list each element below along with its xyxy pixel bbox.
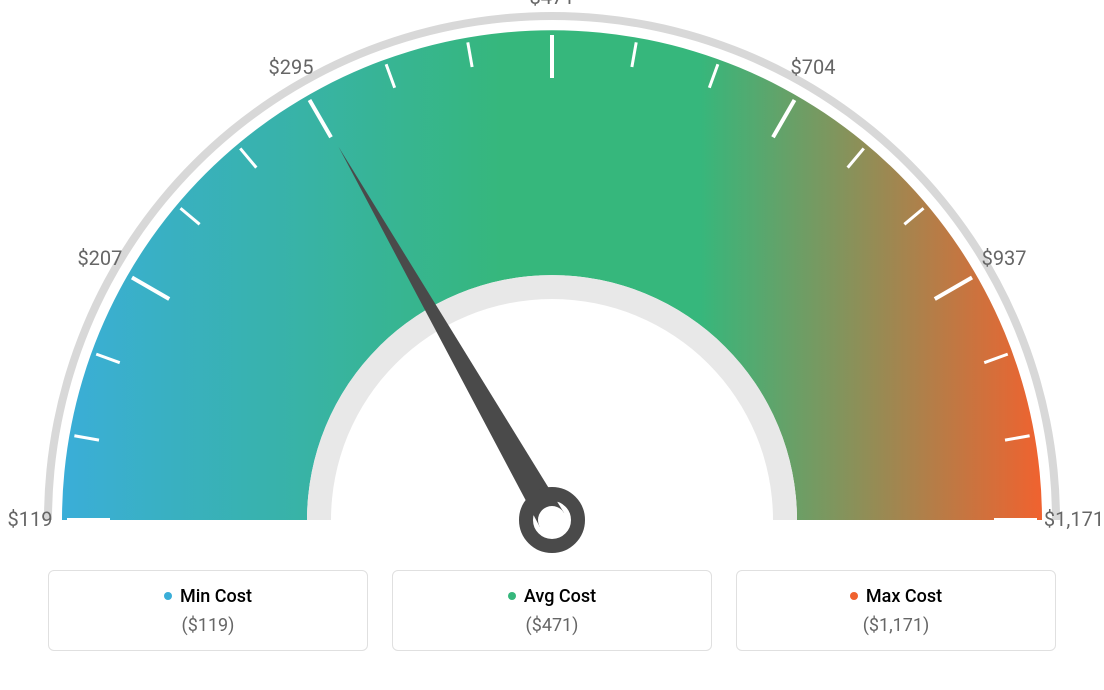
gauge-tick-label: $937 [982,246,1027,270]
legend-dot-min [164,592,172,600]
gauge-svg: $119 $207 $295 $471 $704 $937 $1,171 [0,0,1104,560]
legend-card-min: Min Cost ($119) [48,570,368,651]
legend-label-max: Max Cost [850,586,942,607]
legend-value-min: ($119) [59,615,357,636]
legend-text-max: Max Cost [866,586,942,607]
legend-label-avg: Avg Cost [508,586,596,607]
legend-row: Min Cost ($119) Avg Cost ($471) Max Cost… [0,570,1104,651]
legend-label-min: Min Cost [164,586,252,607]
gauge-tick-label: $1,171 [1044,507,1104,531]
legend-text-avg: Avg Cost [524,586,596,607]
gauge-tick-label: $295 [269,55,314,79]
gauge-needle-hub-inner [538,506,566,534]
legend-value-avg: ($471) [403,615,701,636]
legend-dot-max [850,592,858,600]
gauge-tick-label: $704 [791,55,836,79]
gauge-tick-label: $207 [77,246,122,270]
gauge-container: $119 $207 $295 $471 $704 $937 $1,171 [0,0,1104,560]
legend-dot-avg [508,592,516,600]
legend-card-avg: Avg Cost ($471) [392,570,712,651]
gauge-tick-label: $471 [530,0,575,9]
gauge-tick-label: $119 [8,507,53,531]
legend-card-max: Max Cost ($1,171) [736,570,1056,651]
legend-text-min: Min Cost [180,586,252,607]
legend-value-max: ($1,171) [747,615,1045,636]
